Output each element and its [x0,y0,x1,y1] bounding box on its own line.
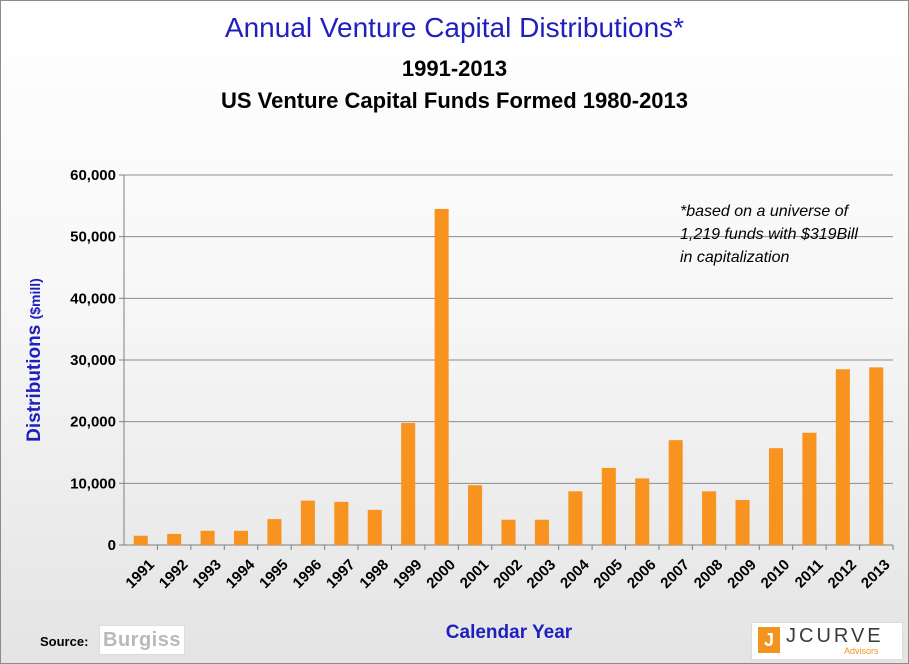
x-tick-label: 1993 [189,556,225,592]
jcurve-logo: J JCURVE Advisors [751,622,903,660]
y-tick-label: 40,000 [70,290,116,307]
bar [735,499,750,545]
jcurve-name: JCURVE [786,625,884,647]
y-tick-label: 10,000 [70,475,116,492]
bar [367,509,382,545]
bar [869,367,884,545]
y-axis-title-main: Distributions [24,319,45,441]
bar [468,485,483,545]
bar [668,440,683,545]
bar [167,533,182,545]
bar [200,530,215,545]
x-tick-label: 2004 [557,556,593,592]
y-tick-label: 60,000 [70,167,116,184]
burgiss-logo: Burgiss [99,625,185,655]
y-axis-title-unit: ($mill) [27,278,43,319]
y-tick-label: 0 [108,537,116,554]
source-label: Source: [40,634,89,649]
x-tick-label: 2008 [691,556,727,592]
x-tick-label: 2009 [724,556,760,592]
x-tick-label: 2006 [624,556,660,592]
x-tick-label: 1998 [356,556,392,592]
jcurve-mark-icon: J [758,627,780,653]
footnote-line-1: *based on a universe of [680,203,849,220]
x-tick-label: 2013 [858,556,894,592]
chart-title: Annual Venture Capital Distributions* [224,12,685,43]
jcurve-tagline: Advisors [844,646,879,656]
footnote-line-3: in capitalization [680,249,790,266]
y-tick-label: 50,000 [70,229,116,246]
bar [267,519,282,545]
bar [401,422,416,545]
x-tick-label: 1994 [223,556,259,592]
x-tick-label: 2010 [758,556,794,592]
bar [334,501,349,545]
x-tick-label: 2012 [825,556,861,592]
bar [534,519,549,545]
bar [635,478,650,545]
x-tick-label: 1991 [122,556,158,592]
y-tick-label: 30,000 [70,352,116,369]
x-tick-label: 2007 [657,556,693,592]
bar [300,500,315,545]
y-axis-title: Distributions ($mill) [24,278,45,442]
x-tick-label: 2001 [457,556,493,592]
chart-subtitle-funds: US Venture Capital Funds Formed 1980-201… [220,88,689,113]
x-tick-label: 1997 [323,556,359,592]
x-axis-title: Calendar Year [446,622,573,643]
x-tick-label: 2005 [590,556,626,592]
y-tick-label: 20,000 [70,414,116,431]
bar [835,369,850,545]
bar [434,208,449,545]
bar [702,491,717,545]
bar [568,491,583,545]
bar [802,432,817,545]
x-tick-label: 1992 [156,556,192,592]
x-tick-label: 2003 [524,556,560,592]
x-tick-label: 1999 [390,556,426,592]
bar [768,448,783,545]
x-tick-label: 1995 [256,556,292,592]
x-tick-label: 2011 [792,556,827,591]
chart-subtitle-years: 1991-2013 [401,56,508,81]
x-tick-label: 1996 [290,556,326,592]
footnote: *based on a universe of 1,219 funds with… [680,200,900,269]
x-tick-label: 2002 [490,556,526,592]
bar [601,467,616,545]
footnote-line-2: 1,219 funds with $319Bill [680,226,858,243]
x-tick-label: 2000 [423,556,459,592]
bar [501,519,516,545]
bar [234,530,249,545]
bar [133,535,148,545]
